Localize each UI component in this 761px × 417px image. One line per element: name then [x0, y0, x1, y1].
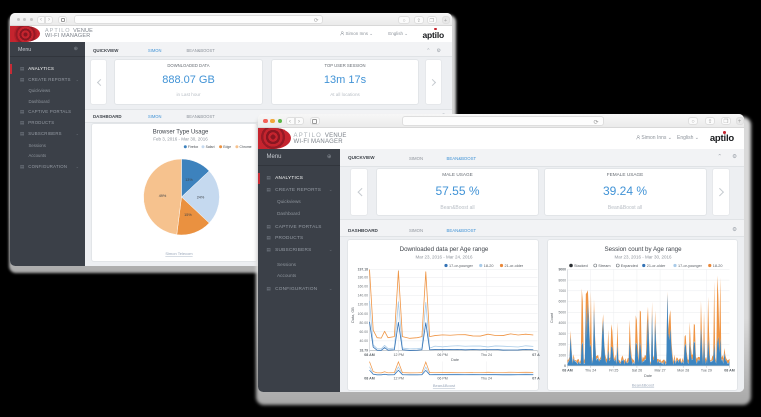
svg-text:24%: 24% — [197, 195, 205, 199]
svg-text:Mon 28: Mon 28 — [677, 368, 689, 372]
svg-text:Count: Count — [550, 311, 554, 322]
svg-text:Stacked: Stacked — [574, 264, 588, 268]
svg-text:18.79: 18.79 — [359, 348, 368, 352]
svg-text:Feb 3, 2016 - Mar 30, 2016: Feb 3, 2016 - Mar 30, 2016 — [153, 137, 208, 142]
svg-text:Thu 24: Thu 24 — [480, 353, 491, 357]
svg-text:Mar 23, 2016 - Mar 24, 2016: Mar 23, 2016 - Mar 24, 2016 — [415, 254, 473, 259]
svg-text:Thu 24: Thu 24 — [480, 376, 491, 380]
svg-text:Edge: Edge — [223, 145, 231, 149]
svg-text:5000: 5000 — [558, 310, 566, 314]
svg-text:4000: 4000 — [558, 321, 566, 325]
svg-text:Data, GB: Data, GB — [351, 306, 355, 322]
svg-text:Chrome: Chrome — [240, 145, 252, 149]
svg-text:Session count by Age range: Session count by Age range — [604, 246, 682, 253]
svg-text:180.00: 180.00 — [357, 275, 367, 279]
svg-text:08 AM: 08 AM — [724, 368, 734, 372]
svg-text:17-or-younger: 17-or-younger — [678, 264, 703, 268]
svg-text:12 PM: 12 PM — [393, 376, 403, 380]
svg-text:08 AM: 08 AM — [364, 353, 374, 357]
svg-text:Simon Telecom: Simon Telecom — [165, 251, 193, 256]
svg-text:21-or-older: 21-or-older — [504, 264, 523, 268]
svg-text:Sat 26: Sat 26 — [631, 368, 641, 372]
svg-text:Safari: Safari — [206, 145, 215, 149]
svg-text:100.00: 100.00 — [357, 311, 367, 315]
svg-text:120.00: 120.00 — [357, 302, 367, 306]
svg-text:160.00: 160.00 — [357, 284, 367, 288]
svg-text:07 AM: 07 AM — [532, 353, 540, 357]
svg-text:Date: Date — [643, 373, 651, 377]
svg-text:0: 0 — [564, 364, 566, 368]
svg-text:9000: 9000 — [558, 267, 566, 271]
svg-text:08 AM: 08 AM — [364, 376, 374, 380]
svg-text:Mar 23, 2016 - Mar 30, 2016: Mar 23, 2016 - Mar 30, 2016 — [614, 254, 672, 259]
svg-text:2000: 2000 — [558, 342, 566, 346]
svg-text:1000: 1000 — [558, 353, 566, 357]
svg-text:60.00: 60.00 — [359, 329, 368, 333]
svg-text:Bean&Boost: Bean&Boost — [631, 382, 654, 387]
svg-text:Stream: Stream — [598, 264, 610, 268]
svg-text:15%: 15% — [184, 213, 192, 217]
svg-text:Mar 27: Mar 27 — [654, 368, 665, 372]
svg-text:Bean&Boost: Bean&Boost — [432, 383, 455, 388]
svg-text:18-20: 18-20 — [712, 264, 722, 268]
svg-text:Date: Date — [450, 358, 458, 362]
svg-text:06 PM: 06 PM — [437, 353, 447, 357]
svg-text:18-20: 18-20 — [483, 264, 493, 268]
svg-text:Downloaded data per Age range: Downloaded data per Age range — [399, 246, 488, 253]
svg-text:Expanded: Expanded — [620, 264, 637, 268]
svg-text:07 AM: 07 AM — [532, 376, 540, 380]
svg-text:49%: 49% — [159, 194, 167, 198]
svg-text:80.00: 80.00 — [359, 320, 368, 324]
svg-text:3000: 3000 — [558, 331, 566, 335]
svg-text:06 PM: 06 PM — [437, 376, 447, 380]
svg-text:13%: 13% — [185, 178, 193, 182]
svg-text:17-or-younger: 17-or-younger — [449, 264, 474, 268]
svg-text:12 PM: 12 PM — [393, 353, 403, 357]
svg-text:Firefox: Firefox — [188, 145, 199, 149]
svg-text:21-or-older: 21-or-older — [646, 264, 665, 268]
svg-text:7000: 7000 — [558, 289, 566, 293]
svg-text:8000: 8000 — [558, 278, 566, 282]
svg-text:40.00: 40.00 — [359, 339, 368, 343]
svg-text:Browser Type Usage: Browser Type Usage — [153, 130, 209, 136]
svg-text:Fri 25: Fri 25 — [609, 368, 618, 372]
svg-text:197.18: 197.18 — [357, 267, 367, 271]
svg-text:08 AM: 08 AM — [562, 368, 572, 372]
svg-text:Tue 29: Tue 29 — [700, 368, 711, 372]
svg-text:Thu 24: Thu 24 — [585, 368, 596, 372]
svg-text:140.00: 140.00 — [357, 293, 367, 297]
svg-text:6000: 6000 — [558, 299, 566, 303]
